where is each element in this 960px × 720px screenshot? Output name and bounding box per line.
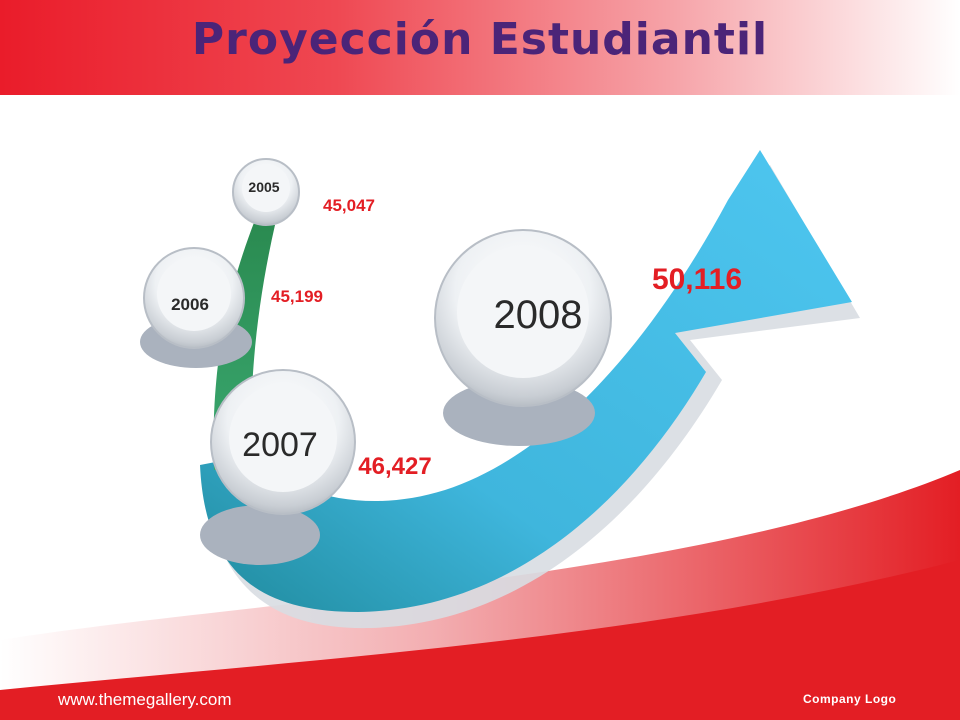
- milestone-year: 2008: [494, 293, 583, 337]
- milestone-year: 2007: [242, 426, 318, 464]
- slide-title: Proyección Estudiantil: [191, 14, 769, 65]
- milestone-value: 45,199: [271, 287, 323, 306]
- milestone-year: 2006: [171, 295, 209, 314]
- milestone-2008: 2008 50,116: [434, 229, 742, 407]
- header-banner: [0, 0, 960, 95]
- milestone-year: 2005: [248, 179, 279, 195]
- milestone-2007: 2007 46,427: [210, 369, 432, 515]
- milestone-2006: 2006 45,199: [143, 247, 323, 349]
- growth-arrow: [200, 150, 852, 612]
- milestone-value: 46,427: [358, 453, 431, 480]
- milestone-value: 50,116: [652, 263, 742, 296]
- milestone-2005: 2005 45,047: [232, 158, 375, 226]
- footer-website: www.themegallery.com: [58, 690, 232, 709]
- company-logo: Company Logo: [803, 692, 897, 706]
- milestone-value: 45,047: [323, 196, 375, 215]
